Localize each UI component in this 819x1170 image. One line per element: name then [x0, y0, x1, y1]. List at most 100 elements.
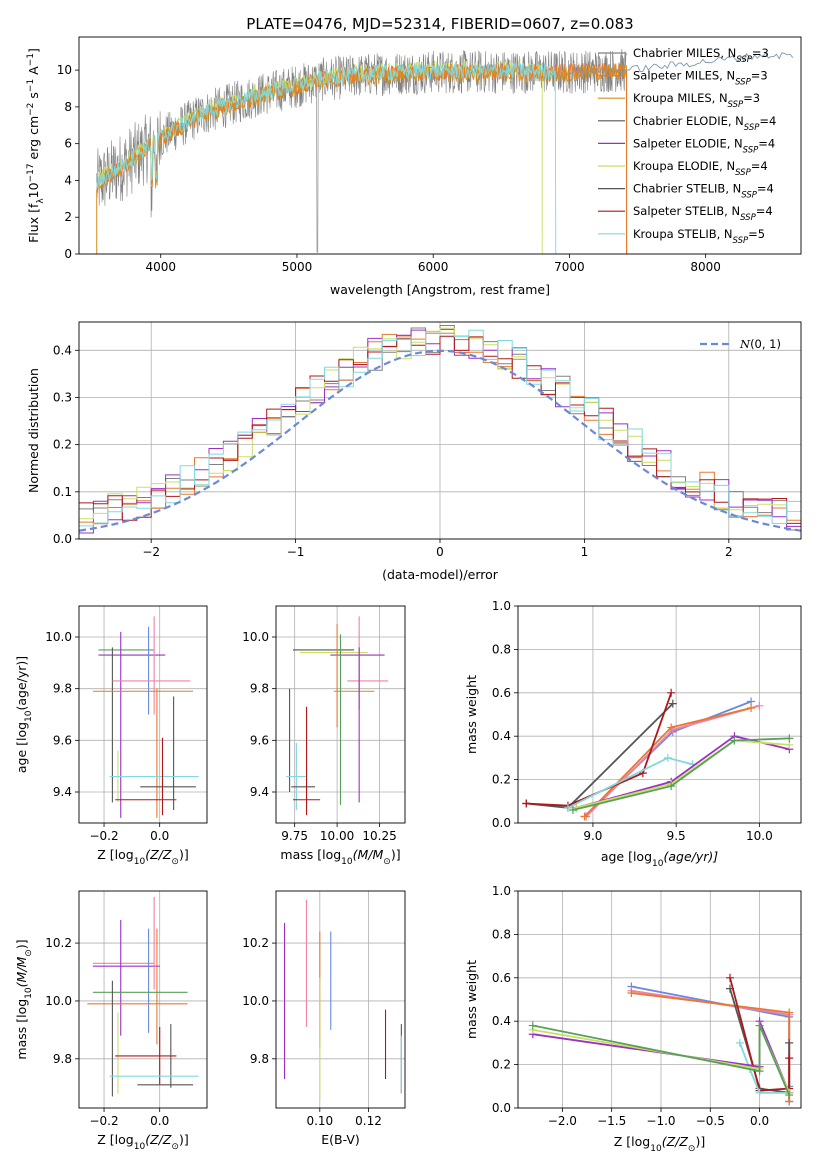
- y-tick-label: 6: [64, 137, 72, 151]
- ticks: 0.10 0.12 9.8 10.0 10.2: [242, 936, 382, 1128]
- label-part: 10: [26, 182, 41, 198]
- legend-text: =4: [751, 159, 768, 173]
- y-tick-label: 0.0: [492, 1101, 511, 1115]
- y-tick-label: 9.4: [250, 785, 269, 799]
- mass-weight-marker: [568, 805, 577, 814]
- y-axis-label: Flux [fλ10−17 erg cm−2 s−1 A−1]: [26, 48, 46, 243]
- legend-text: =4: [758, 136, 775, 150]
- y-tick-label: 1.0: [492, 599, 511, 613]
- panel-mass-weight-vs-Z: −2.0 −1.5 −1.0 −0.5 0.0 0.0 0.2 0.4 0.6 0.8 1.0 Z […: [464, 884, 802, 1154]
- y-axis-label: mass weight: [464, 675, 479, 754]
- legend-text: Chabrier MILES, N: [633, 46, 736, 60]
- legend-text: Chabrier STELIB, N: [633, 182, 741, 196]
- axes-frame: [275, 890, 406, 1109]
- mass-weight-marker: [667, 723, 676, 732]
- legend-text: SSP: [740, 213, 756, 223]
- x-tick-label: 0.12: [355, 1114, 382, 1128]
- y-tick-label: 10.2: [242, 936, 269, 950]
- y-axis-label: mass weight: [464, 960, 479, 1039]
- legend-entry: Chabrier MILES, NSSP=3: [633, 46, 769, 65]
- ticks: −2.0 −1.5 −1.0 −0.5 0.0 0.0 0.2 0.4 0.6 0.8 1.0: [492, 884, 769, 1128]
- legend-text: SSP: [735, 168, 751, 178]
- panel-mass-vs-EBV: 0.10 0.12 9.8 10.0 10.2 E(B-V): [242, 890, 406, 1147]
- label-part: s: [26, 92, 41, 103]
- x-tick-label: 8000: [690, 260, 721, 274]
- mass-weight-marker: [785, 1038, 794, 1047]
- x-tick-label: 9.0: [583, 829, 602, 843]
- legend-text: =4: [757, 182, 774, 196]
- x-tick-label: 9.75: [281, 829, 308, 843]
- legend-text: =3: [752, 46, 769, 60]
- x-tick-label: −0.5: [696, 1114, 725, 1128]
- mass-weight-marker: [627, 988, 636, 997]
- label-part: Flux [f: [26, 203, 41, 243]
- y-tick-label: 9.4: [53, 785, 72, 799]
- x-tick-label: 9.5: [667, 829, 686, 843]
- plot-area: [276, 606, 405, 823]
- x-tick-label: 10.25: [362, 829, 396, 843]
- label-part: (age/yr)]: [663, 849, 718, 864]
- legend-entry: Chabrier STELIB, NSSP=4: [633, 182, 774, 201]
- residual-histogram: [79, 336, 801, 524]
- axes-frame: [517, 605, 802, 824]
- y-tick-label: 0.3: [53, 390, 72, 404]
- axes-frame: [275, 605, 406, 824]
- y-tick-label: 0.6: [492, 686, 511, 700]
- x-tick-label: 10.00: [320, 829, 354, 843]
- legend-text: =5: [748, 227, 765, 241]
- x-tick-label: 0.0: [750, 1114, 769, 1128]
- legend-entry: Kroupa STELIB, NSSP=5: [633, 227, 765, 246]
- x-axis-label: (data-model)/error: [382, 567, 499, 582]
- legend-text: N: [739, 337, 751, 351]
- legend-text: Salpeter MILES, N: [633, 69, 735, 83]
- label-part: Z [log: [97, 847, 133, 862]
- legend-text: SSP: [735, 78, 751, 88]
- label-part: )]: [695, 1134, 705, 1149]
- y-tick-label: 10.0: [242, 630, 269, 644]
- y-tick-label: 0.4: [492, 1014, 511, 1028]
- chart-title: PLATE=0476, MJD=52314, FIBERID=0607, z=0…: [246, 15, 633, 33]
- x-axis-label: mass [log10(M/M⊙)]: [280, 847, 400, 867]
- legend-text: SSP: [733, 236, 749, 246]
- legend-text: Salpeter ELODIE, N: [633, 136, 743, 150]
- mass-weight-marker: [563, 803, 572, 812]
- x-tick-label: −0.2: [89, 1114, 118, 1128]
- legend-text: =4: [756, 204, 773, 218]
- mass-weight-marker: [785, 1008, 794, 1017]
- label-part: 10: [652, 859, 664, 869]
- label-part: ⊙: [383, 857, 391, 867]
- axes-frame: [78, 321, 802, 540]
- plot-area: [79, 891, 207, 1108]
- legend-text: Salpeter STELIB, N: [633, 204, 740, 218]
- legend-text: =3: [751, 69, 768, 83]
- panel-age-vs-Z: −0.2 0.09.49.69.810.0Z [log10(Z/Z⊙)]age […: [14, 605, 208, 867]
- ticks: 9.0 9.5 10.0 0.0 0.2 0.4 0.6 0.8 1.0: [492, 599, 773, 843]
- ticks: −0.2 0.0 9.4 9.6 9.8 10.0: [45, 630, 169, 843]
- observed-spectrum: [96, 48, 627, 253]
- legend-entry: Salpeter STELIB, NSSP=4: [633, 204, 773, 223]
- x-tick-label: 0.0: [150, 1114, 169, 1128]
- label-part: −17: [26, 163, 36, 182]
- mass-weight-line: [729, 977, 791, 1092]
- x-axis-label: E(B-V): [321, 1132, 360, 1147]
- x-tick-label: −2.0: [548, 1114, 577, 1128]
- y-tick-label: 10.2: [45, 936, 72, 950]
- plot-area: [79, 322, 801, 539]
- x-tick-label: 5000: [282, 260, 313, 274]
- model-extension: [569, 51, 794, 76]
- plot-area: [79, 606, 207, 823]
- label-part: erg cm: [26, 116, 41, 164]
- label-part: (Z/Z: [145, 1132, 172, 1147]
- y-tick-label: 0.8: [492, 927, 511, 941]
- label-part: 10: [24, 987, 34, 999]
- label-part: mass [log: [280, 847, 341, 862]
- label-part: λ: [36, 198, 46, 204]
- label-part: −1: [26, 79, 36, 92]
- x-tick-label: 10.0: [746, 829, 773, 843]
- legend-text: Kroupa ELODIE, N: [633, 159, 735, 173]
- mass-weight-marker: [528, 1021, 537, 1030]
- mass-weight-marker: [785, 734, 794, 743]
- y-axis-label: mass [log10(M/M⊙)]: [14, 939, 34, 1059]
- y-tick-label: 0.8: [492, 642, 511, 656]
